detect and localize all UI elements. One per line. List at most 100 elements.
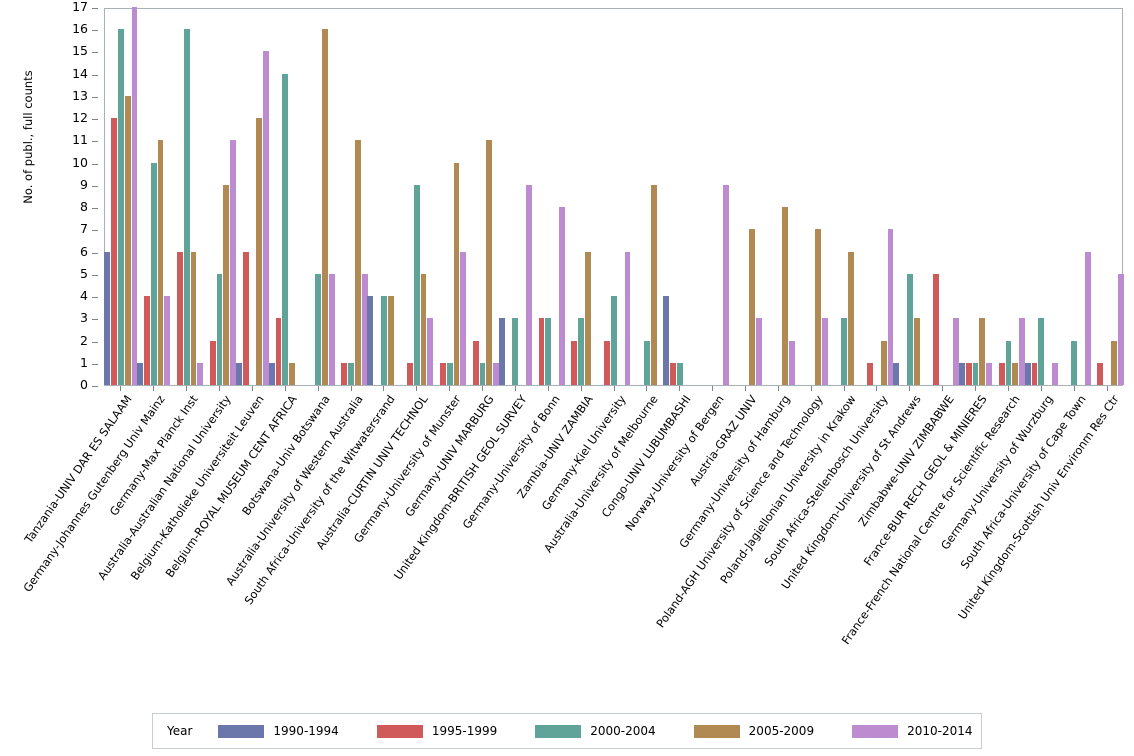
bar[interactable] [578,318,585,385]
bar[interactable] [867,362,874,385]
bar[interactable] [670,362,676,385]
bar[interactable] [472,340,479,385]
bar[interactable] [1117,273,1124,385]
bar[interactable] [650,184,657,385]
bar[interactable] [571,340,578,385]
bar[interactable] [663,296,670,385]
bar[interactable] [1005,340,1012,385]
bar[interactable] [328,273,335,385]
bar[interactable] [380,296,387,385]
bar[interactable] [230,140,237,385]
bar[interactable] [624,251,631,385]
bar[interactable] [1110,340,1117,385]
bar[interactable] [268,362,275,385]
legend-item[interactable]: 2000-2004 [535,724,656,738]
bar[interactable] [209,340,216,385]
bar[interactable] [354,140,361,385]
bar[interactable] [183,29,190,385]
bar[interactable] [242,251,249,385]
bar[interactable] [893,362,900,385]
bar[interactable] [789,340,795,385]
bar[interactable] [407,362,413,385]
bar[interactable] [1012,362,1019,385]
bar[interactable] [315,273,322,385]
bar[interactable] [545,318,552,385]
bar[interactable] [1031,362,1038,385]
bar[interactable] [197,362,204,385]
bar[interactable] [676,362,683,385]
bar[interactable] [256,118,263,385]
bar[interactable] [420,273,427,385]
bar[interactable] [1097,362,1104,385]
bar[interactable] [538,318,545,385]
bar[interactable] [289,362,295,385]
bar[interactable] [1084,251,1091,385]
bar[interactable] [815,229,821,385]
bar[interactable] [887,229,894,385]
bar[interactable] [1071,340,1078,385]
bar[interactable] [190,251,197,385]
bar[interactable] [959,362,965,385]
legend-item[interactable]: 1990-1994 [218,724,339,738]
bar[interactable] [841,318,847,385]
bar[interactable] [493,362,499,385]
bar[interactable] [1019,318,1025,385]
bar[interactable] [498,318,505,385]
bar[interactable] [176,251,183,385]
bar[interactable] [124,95,131,385]
legend-item[interactable]: 1995-1999 [376,724,497,738]
bar[interactable] [460,251,467,385]
bar[interactable] [756,318,762,385]
bar[interactable] [361,273,368,385]
bar[interactable] [847,251,854,385]
bar[interactable] [453,162,460,385]
legend-item[interactable]: 2010-2014 [852,724,973,738]
bar[interactable] [216,273,223,385]
legend-item[interactable]: 2005-2009 [693,724,814,738]
bar[interactable] [144,296,150,385]
bar[interactable] [104,251,111,385]
bar[interactable] [933,273,939,385]
bar[interactable] [604,340,611,385]
bar[interactable] [782,207,789,385]
bar[interactable] [150,162,157,385]
bar[interactable] [111,118,118,385]
bar[interactable] [585,251,591,385]
bar[interactable] [906,273,913,385]
bar[interactable] [131,7,138,385]
bar[interactable] [1024,362,1031,385]
bar[interactable] [723,184,730,385]
bar[interactable] [157,140,164,385]
bar[interactable] [322,29,328,385]
bar[interactable] [749,229,756,385]
bar[interactable] [998,362,1005,385]
bar[interactable] [427,318,434,385]
bar[interactable] [348,362,354,385]
bar[interactable] [880,340,887,385]
bar[interactable] [439,362,446,385]
bar[interactable] [387,296,394,385]
bar[interactable] [953,318,960,385]
bar[interactable] [913,318,920,385]
bar[interactable] [643,340,650,385]
bar[interactable] [972,362,979,385]
bar[interactable] [282,73,289,385]
bar[interactable] [118,29,124,385]
bar[interactable] [965,362,972,385]
bar[interactable] [446,362,453,385]
bar[interactable] [341,362,348,385]
bar[interactable] [235,362,242,385]
bar[interactable] [486,140,493,385]
bar[interactable] [558,207,565,385]
bar[interactable] [611,296,617,385]
bar[interactable] [1038,318,1045,385]
bar[interactable] [512,318,519,385]
bar[interactable] [479,362,486,385]
bar[interactable] [1052,362,1058,385]
bar[interactable] [979,318,986,385]
bar[interactable] [137,362,144,385]
bar[interactable] [223,184,230,385]
bar[interactable] [413,184,420,385]
bar[interactable] [986,362,993,385]
bar[interactable] [526,184,532,385]
